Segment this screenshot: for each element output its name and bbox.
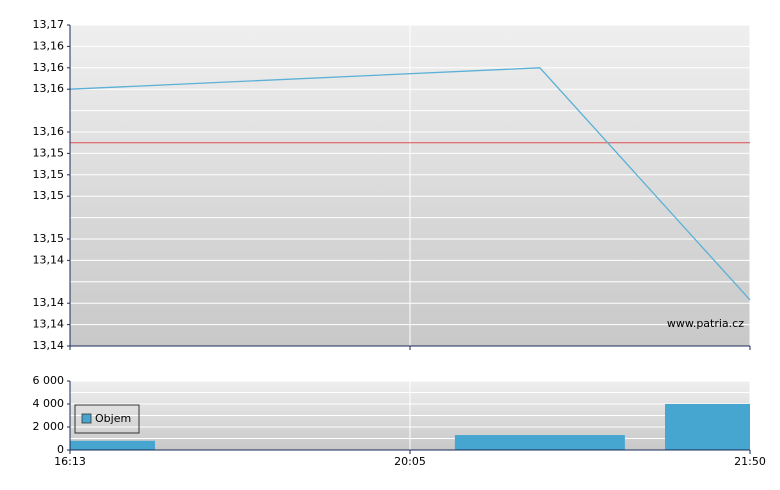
y-tick-label: 13,14 (33, 253, 65, 266)
x-tick-label: 16:13 (54, 455, 86, 468)
y-tick-label: 13,16 (33, 125, 65, 138)
x-tick-label: 21:50 (734, 455, 766, 468)
y-tick-label: 13,16 (33, 39, 65, 52)
volume-bar (70, 440, 155, 450)
watermark: www.patria.cz (667, 317, 744, 330)
y-tick-label: 13,16 (33, 82, 65, 95)
y-tick-label: 13,17 (33, 18, 65, 31)
y-tick-label: 13,15 (33, 189, 65, 202)
y-tick-label: 13,15 (33, 168, 65, 181)
y-tick-label: 6 000 (33, 374, 65, 387)
y-tick-label: 13,14 (33, 318, 65, 331)
y-tick-label: 13,14 (33, 296, 65, 309)
legend-box (74, 404, 140, 434)
legend-swatch (81, 413, 92, 424)
y-tick-label: 2 000 (33, 420, 65, 433)
x-tick-label: 20:05 (394, 455, 426, 468)
price-line (69, 67, 751, 301)
volume-bar (454, 435, 625, 450)
y-tick-label: 0 (57, 443, 64, 456)
volume-bar (665, 404, 750, 450)
y-tick-label: 13,15 (33, 146, 65, 159)
y-tick-label: 13,14 (33, 339, 65, 352)
legend-label: Objem (95, 412, 131, 425)
y-tick-label: 4 000 (33, 397, 65, 410)
y-tick-label: 13,16 (33, 61, 65, 74)
y-tick-label: 13,15 (33, 232, 65, 245)
